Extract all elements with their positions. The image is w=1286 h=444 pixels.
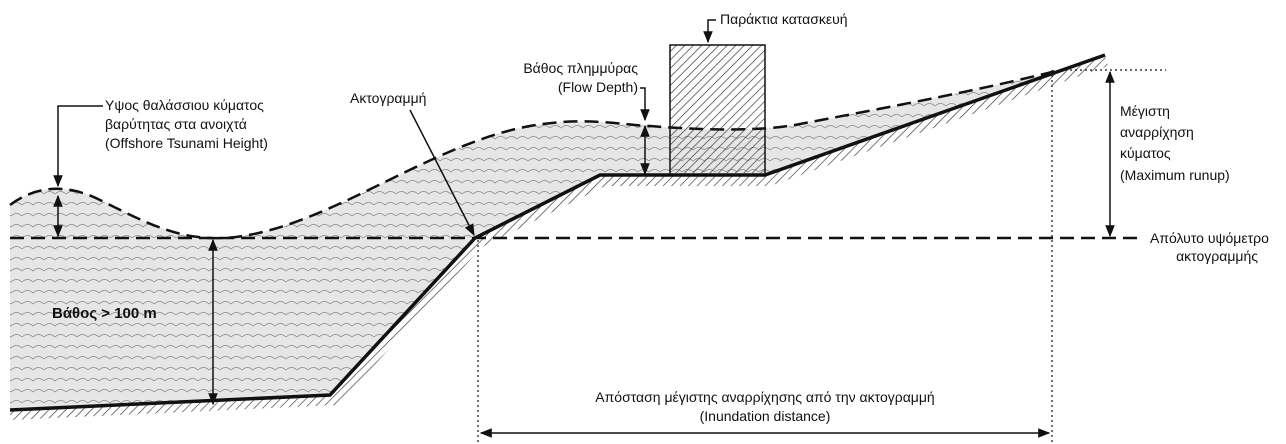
label: (Flow Depth)	[558, 79, 638, 95]
label: (Maximum runup)	[1120, 167, 1230, 183]
label: Απόλυτο υψόμετρο	[1150, 230, 1269, 246]
label: Παράκτια κατασκευή	[720, 11, 848, 27]
structure	[669, 44, 766, 176]
flow-depth-leader	[640, 87, 650, 122]
label: Βάθος > 100 m	[52, 305, 157, 322]
label: Ακτογραμμή	[350, 90, 426, 106]
label: Απόσταση μέγιστης αναρρίχησης από την ακ…	[595, 389, 934, 405]
label: αναρρίχηση	[1120, 124, 1194, 140]
label: Μέγιστη	[1120, 103, 1170, 119]
water	[10, 55, 1105, 410]
label: (Offshore Tsunami Height)	[105, 135, 268, 151]
label: (Inundation distance)	[700, 408, 831, 424]
label: βαρύτητας στα ανοιχτά	[105, 116, 247, 132]
label: Βάθος πλημμύρας	[523, 60, 638, 76]
structure-leader	[703, 19, 716, 44]
label: ακτογραμμής	[1176, 248, 1258, 264]
ground	[9, 53, 1106, 412]
label: Υψος θαλάσσιου κύματος	[105, 97, 264, 113]
label: κύματος	[1120, 145, 1171, 161]
offshore-leader	[53, 105, 103, 188]
shoreline-arrow	[409, 109, 475, 237]
